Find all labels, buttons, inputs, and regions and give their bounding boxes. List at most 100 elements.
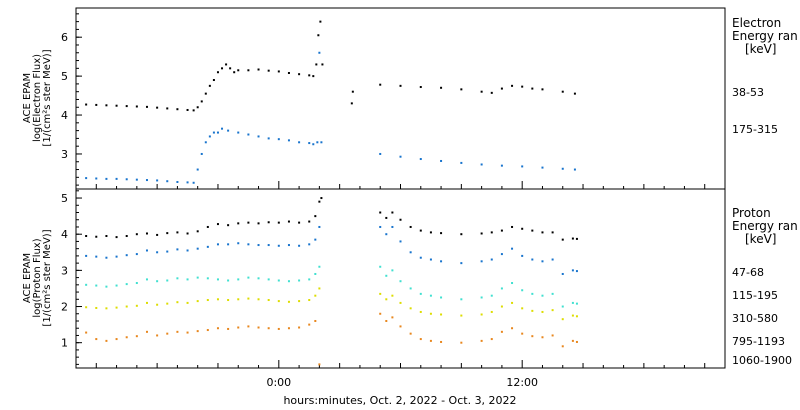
data-point xyxy=(156,233,159,236)
data-point xyxy=(233,71,236,74)
y-tick-label: 3 xyxy=(61,148,68,161)
proton-legend-title-3: [keV] xyxy=(745,232,776,246)
data-point xyxy=(216,298,219,301)
legend-entry-795-1193: 795-1193 xyxy=(732,335,785,348)
data-point xyxy=(125,254,128,257)
data-point xyxy=(500,229,503,232)
data-point xyxy=(308,278,311,281)
data-point xyxy=(440,340,443,343)
data-point xyxy=(229,67,232,70)
data-point xyxy=(308,220,311,223)
data-point xyxy=(95,177,98,180)
data-point xyxy=(145,179,148,182)
data-point xyxy=(308,74,311,77)
data-point xyxy=(350,102,353,105)
data-point xyxy=(440,313,443,316)
proton-ylabel-line3: [1/(cm²s ster MeV)] xyxy=(42,229,53,326)
data-point xyxy=(419,86,422,89)
data-point xyxy=(85,177,88,180)
data-point xyxy=(308,142,311,145)
data-point xyxy=(192,181,195,184)
data-point xyxy=(429,258,432,261)
data-point xyxy=(531,229,534,232)
data-point xyxy=(500,330,503,333)
data-point xyxy=(221,127,224,130)
data-point xyxy=(440,296,443,299)
data-point xyxy=(105,285,108,288)
data-point xyxy=(561,167,564,170)
proton-legend-title-1: Proton xyxy=(732,206,771,220)
data-point xyxy=(440,232,443,235)
data-point xyxy=(541,231,544,234)
data-point xyxy=(480,296,483,299)
data-point xyxy=(247,243,250,246)
data-point xyxy=(320,197,323,200)
data-point xyxy=(490,231,493,234)
data-point xyxy=(196,247,199,250)
data-point xyxy=(318,51,321,54)
proton-ylabel-line2: log(Proton Flux) xyxy=(32,238,43,317)
legend-entry-115-195: 115-195 xyxy=(732,289,778,302)
data-point xyxy=(186,232,189,235)
data-point xyxy=(95,103,98,106)
data-point xyxy=(237,278,240,281)
data-point xyxy=(551,334,554,337)
data-point xyxy=(521,307,524,310)
data-point xyxy=(391,211,394,214)
data-point xyxy=(206,225,209,228)
data-point xyxy=(186,108,189,111)
data-point xyxy=(531,335,534,338)
data-point xyxy=(500,287,503,290)
data-point xyxy=(237,69,240,72)
data-point xyxy=(156,334,159,337)
data-point xyxy=(314,215,317,218)
data-point xyxy=(480,90,483,93)
data-point xyxy=(511,84,514,87)
data-point xyxy=(95,306,98,309)
data-point xyxy=(531,292,534,295)
data-point xyxy=(391,316,394,319)
y-tick-label: 5 xyxy=(61,70,68,83)
data-point xyxy=(247,133,250,136)
data-point xyxy=(571,339,574,342)
data-point xyxy=(135,253,138,256)
electron-ylabel-line3: [1/(cm²s ster MeV)] xyxy=(42,49,53,146)
data-point xyxy=(85,306,88,309)
data-point xyxy=(227,243,230,246)
data-point xyxy=(125,305,128,308)
electron-legend-title-3: [keV] xyxy=(745,42,776,56)
data-point xyxy=(308,323,311,326)
data-point xyxy=(216,223,219,226)
data-point xyxy=(105,104,108,107)
data-point xyxy=(267,299,270,302)
data-point xyxy=(500,253,503,256)
data-point xyxy=(166,279,169,282)
data-point xyxy=(166,232,169,235)
data-point xyxy=(561,90,564,93)
data-point xyxy=(571,301,574,304)
data-point xyxy=(521,332,524,335)
data-point xyxy=(115,306,118,309)
data-point xyxy=(317,34,320,37)
data-point xyxy=(145,301,148,304)
data-point xyxy=(287,327,290,330)
data-point xyxy=(399,84,402,87)
data-point xyxy=(490,338,493,341)
data-point xyxy=(277,221,280,224)
data-point xyxy=(247,221,250,224)
data-point xyxy=(247,297,250,300)
data-point xyxy=(125,283,128,286)
data-point xyxy=(287,72,290,75)
data-point xyxy=(480,232,483,235)
data-point xyxy=(399,280,402,283)
data-point xyxy=(521,165,524,168)
data-point xyxy=(379,211,382,214)
proton-legend-title-2: Energy ran xyxy=(732,219,798,233)
data-point xyxy=(511,301,514,304)
data-point xyxy=(298,73,301,76)
data-point xyxy=(186,249,189,252)
data-point xyxy=(277,244,280,247)
data-point xyxy=(267,137,270,140)
data-point xyxy=(575,237,578,240)
legend-entry-175-315: 175-315 xyxy=(732,123,778,136)
